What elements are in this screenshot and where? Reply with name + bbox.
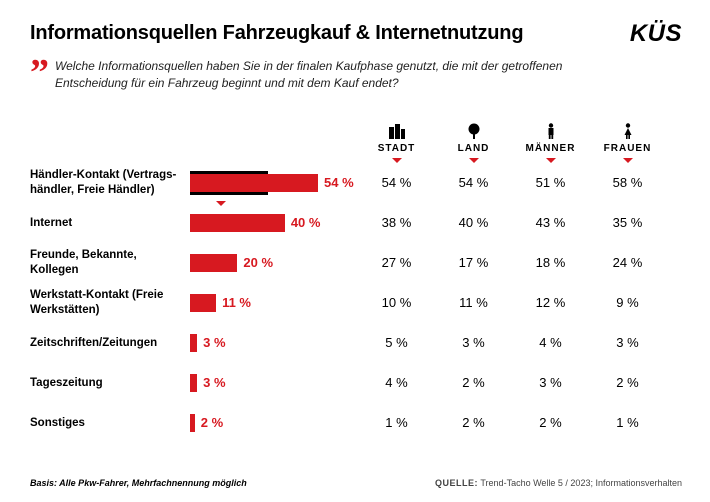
chevron-down-icon <box>216 201 226 206</box>
value-stadt: 5 <box>358 335 435 350</box>
chevron-down-icon <box>469 158 479 163</box>
value-frauen: 1 <box>589 415 666 430</box>
value-maenner: 3 <box>512 375 589 390</box>
value-land: 11 <box>435 295 512 310</box>
value-frauen: 24 <box>589 255 666 270</box>
page-title: Informationsquellen Fahrzeugkauf & Inter… <box>30 22 523 45</box>
value-frauen: 9 <box>589 295 666 310</box>
chevron-down-icon <box>546 158 556 163</box>
source-text: QUELLE: Trend-Tacho Welle 5 / 2023; Info… <box>435 478 682 488</box>
chart: GESAMT STADTLANDMÄNNERFRAUEN Händler-Kon… <box>30 109 682 443</box>
column-header-maenner: MÄNNER <box>512 123 589 163</box>
value-maenner: 51 <box>512 175 589 190</box>
column-label: LAND <box>435 143 512 154</box>
kus-logo: KÜS <box>630 20 682 48</box>
value-frauen: 58 <box>589 175 666 190</box>
bar-value-label: 11 <box>222 295 251 310</box>
source-label: QUELLE: <box>435 478 478 488</box>
male-icon <box>512 123 589 139</box>
value-stadt: 4 <box>358 375 435 390</box>
value-land: 2 <box>435 375 512 390</box>
row-label: Händler-Kontakt (Vertrags-händler, Freie… <box>30 168 190 197</box>
bar-value-label: 40 <box>291 215 321 230</box>
column-label: MÄNNER <box>512 143 589 154</box>
value-stadt: 38 <box>358 215 435 230</box>
bar-cell: 2 <box>190 414 358 432</box>
basis-text: Basis: Alle Pkw-Fahrer, Mehrfachnennung … <box>30 478 247 488</box>
bar-value-label: 54 <box>324 175 354 190</box>
column-label: STADT <box>358 143 435 154</box>
bar-cell: 11 <box>190 294 358 312</box>
value-land: 3 <box>435 335 512 350</box>
female-icon <box>589 123 666 139</box>
bar <box>190 254 237 272</box>
row-label: Freunde, Bekannte, Kollegen <box>30 248 190 277</box>
value-maenner: 43 <box>512 215 589 230</box>
bar <box>190 334 197 352</box>
column-header-stadt: STADT <box>358 123 435 163</box>
data-row: Werkstatt-Kontakt (Freie Werkstätten)111… <box>30 283 682 323</box>
footer: Basis: Alle Pkw-Fahrer, Mehrfachnennung … <box>30 478 682 488</box>
column-header-land: LAND <box>435 123 512 163</box>
value-frauen: 3 <box>589 335 666 350</box>
value-maenner: 18 <box>512 255 589 270</box>
column-label: FRAUEN <box>589 143 666 154</box>
value-stadt: 54 <box>358 175 435 190</box>
data-row: Händler-Kontakt (Vertrags-händler, Freie… <box>30 163 682 203</box>
row-label: Tageszeitung <box>30 376 190 390</box>
chevron-down-icon <box>392 158 402 163</box>
value-land: 2 <box>435 415 512 430</box>
source-value: Trend-Tacho Welle 5 / 2023; Informations… <box>480 478 682 488</box>
tree-icon <box>435 123 512 139</box>
value-land: 54 <box>435 175 512 190</box>
data-row: Tageszeitung34232 <box>30 363 682 403</box>
value-stadt: 27 <box>358 255 435 270</box>
value-stadt: 1 <box>358 415 435 430</box>
value-land: 17 <box>435 255 512 270</box>
bar-cell: 3 <box>190 334 358 352</box>
value-frauen: 2 <box>589 375 666 390</box>
quote-icon: ” <box>30 62 49 93</box>
bar-value-label: 3 <box>203 375 225 390</box>
bar-cell: 40 <box>190 214 358 232</box>
subtitle-block: ” Welche Informationsquellen haben Sie i… <box>30 58 682 93</box>
row-label: Werkstatt-Kontakt (Freie Werkstätten) <box>30 288 190 317</box>
column-header-row: GESAMT STADTLANDMÄNNERFRAUEN <box>30 109 682 163</box>
data-row: Internet4038404335 <box>30 203 682 243</box>
bar <box>190 294 216 312</box>
header: Informationsquellen Fahrzeugkauf & Inter… <box>30 22 682 48</box>
value-maenner: 12 <box>512 295 589 310</box>
value-maenner: 4 <box>512 335 589 350</box>
value-frauen: 35 <box>589 215 666 230</box>
bar <box>190 374 197 392</box>
bar <box>190 174 318 192</box>
bar-cell: 54 <box>190 174 358 192</box>
value-stadt: 10 <box>358 295 435 310</box>
row-label: Internet <box>30 216 190 230</box>
column-header-frauen: FRAUEN <box>589 123 666 163</box>
bar-value-label: 20 <box>243 255 273 270</box>
chevron-down-icon <box>623 158 633 163</box>
bar <box>190 214 285 232</box>
bar-cell: 20 <box>190 254 358 272</box>
data-row: Zeitschriften/Zeitungen35343 <box>30 323 682 363</box>
buildings-icon <box>358 123 435 139</box>
value-land: 40 <box>435 215 512 230</box>
row-label: Zeitschriften/Zeitungen <box>30 336 190 350</box>
bar <box>190 414 195 432</box>
subtitle-text: Welche Informationsquellen haben Sie in … <box>55 58 575 93</box>
bar-value-label: 3 <box>203 335 225 350</box>
bar-value-label: 2 <box>201 415 223 430</box>
row-label: Sonstiges <box>30 416 190 430</box>
data-row: Freunde, Bekannte, Kollegen 20 27171824 <box>30 243 682 283</box>
value-maenner: 2 <box>512 415 589 430</box>
bar-cell: 3 <box>190 374 358 392</box>
data-row: Sonstiges21221 <box>30 403 682 443</box>
